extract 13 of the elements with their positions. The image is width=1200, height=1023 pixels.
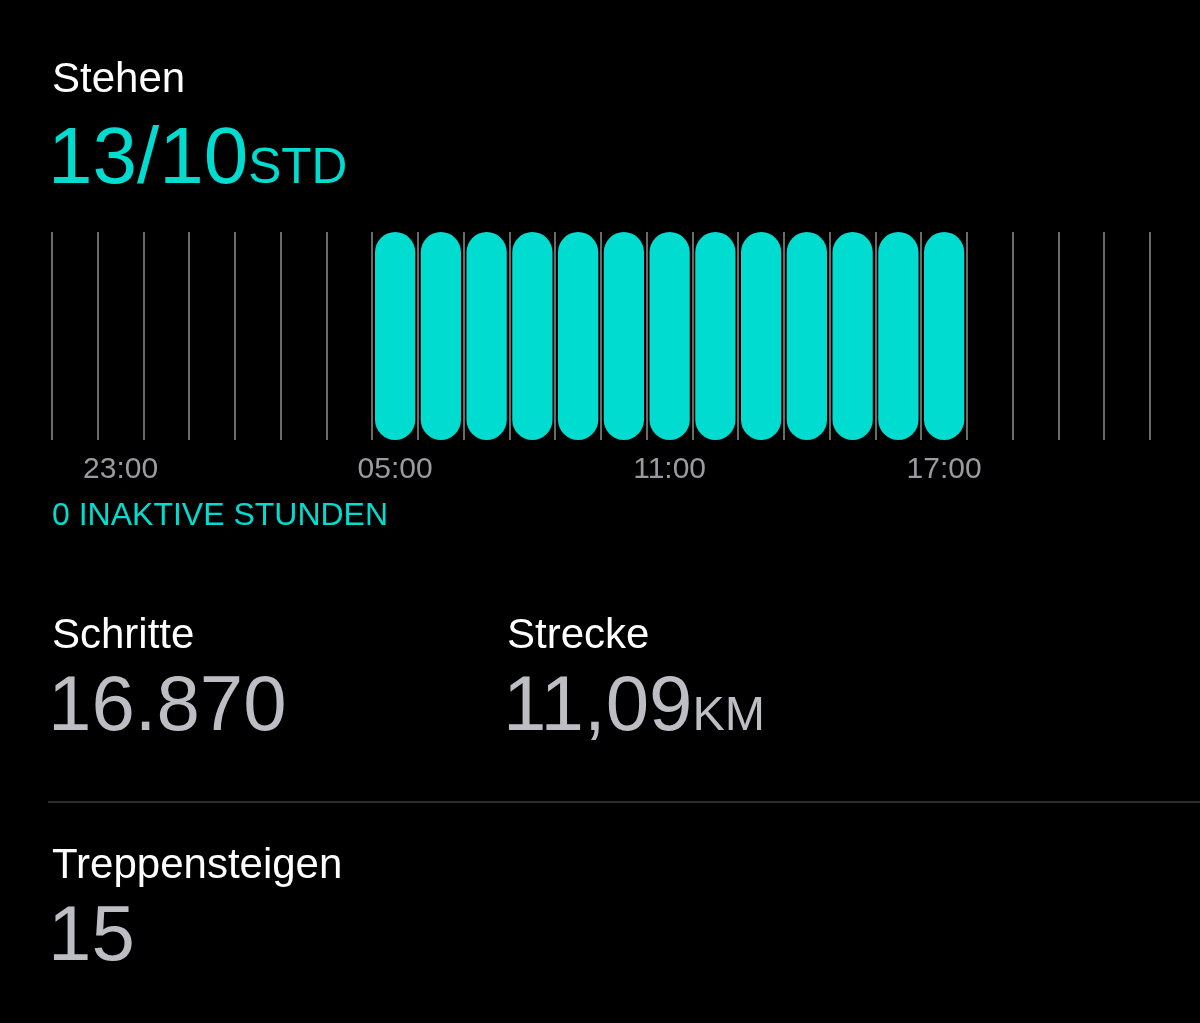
text: Schritte <box>52 610 195 658</box>
chart-subtitle: 13/10STD <box>48 110 348 202</box>
text: 11,09KM <box>503 658 765 749</box>
x-tick-label: 05:00 <box>357 451 433 485</box>
chart-title: Stehen <box>52 54 186 102</box>
text: 0 INAKTIVE STUNDEN <box>52 496 389 533</box>
text: Strecke <box>507 610 650 658</box>
text: 15 <box>48 888 135 979</box>
x-tick-label: 11:00 <box>633 451 707 485</box>
text: 16.870 <box>48 658 287 749</box>
x-tick-label: 23:00 <box>83 451 159 485</box>
x-tick-label: 17:00 <box>906 451 982 485</box>
text: Treppensteigen <box>52 840 343 888</box>
